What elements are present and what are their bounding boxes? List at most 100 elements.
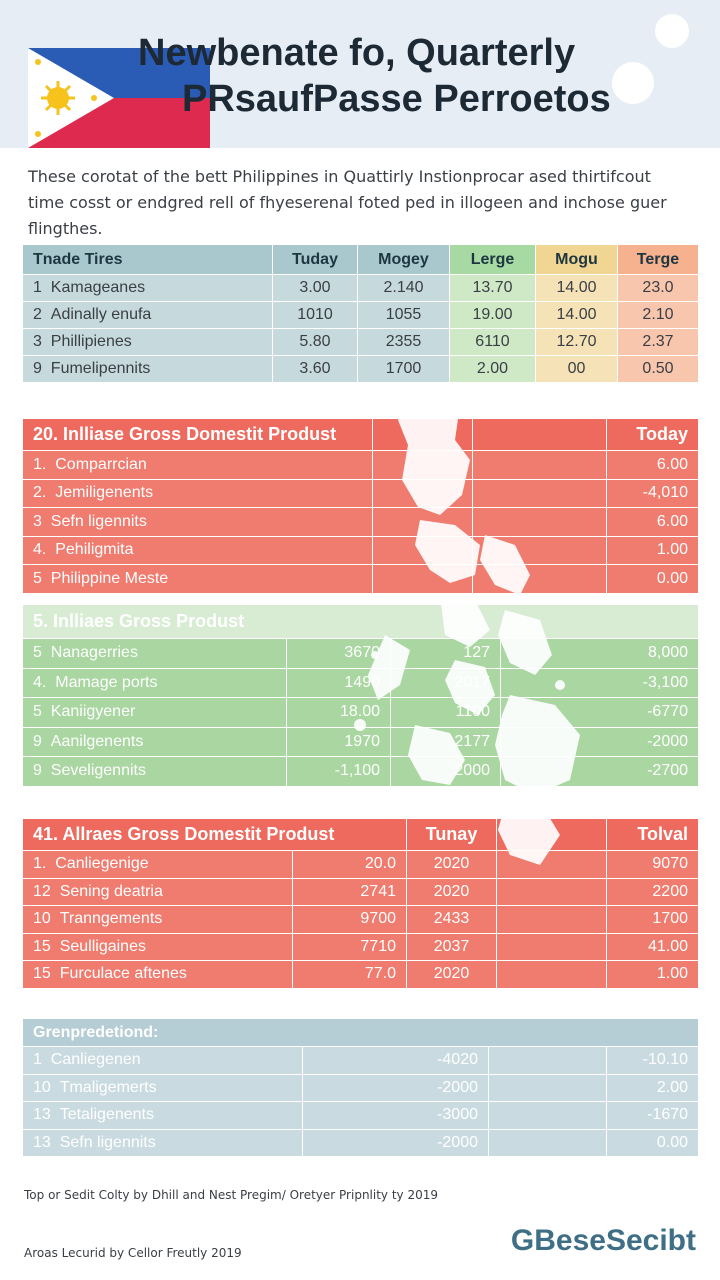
table-row: 2. Jemiligenents -4,010 [22, 478, 699, 508]
table-row: 2 Adinally enufa 1010 1055 19.00 14.00 2… [22, 301, 699, 329]
cell: 1.00 [606, 535, 699, 565]
row-number: 13 [33, 1133, 51, 1151]
cell: 2355 [357, 328, 450, 356]
row-name: Kamageanes [50, 279, 146, 296]
cell: 0.00 [605, 1128, 700, 1157]
row-label: 15 Seulligaines [22, 932, 293, 961]
table-row: 9 Aanilgenents 1970 2177 -2000 [22, 726, 700, 757]
row-number: 15 [33, 937, 51, 955]
row-number: 1 [33, 1051, 42, 1069]
row-number: 4. [33, 673, 47, 691]
cell: 23.0 [617, 274, 699, 302]
row-name: Phillipienes [50, 333, 132, 350]
cell: 2017 [390, 667, 501, 698]
page-title: Newbenate fo, Quarterly PRsaufPasse Perr… [130, 30, 710, 122]
cloud-decoration [655, 14, 689, 48]
cell: 0.50 [617, 355, 699, 383]
row-label: 5 Nanagerries [22, 638, 287, 669]
row-label: 9 Seveligennits [22, 756, 287, 787]
row-name: Tranngements [59, 910, 163, 928]
column-header: Tunay [406, 818, 497, 851]
table-row: 15 Furculace aftenes 77.0 2020 1.00 [22, 960, 699, 989]
table-row: 10 Tranngements 9700 2433 1700 [22, 905, 699, 934]
table-row: 15 Seulligaines 7710 2037 41.00 [22, 932, 699, 961]
cell: 2020 [406, 850, 497, 879]
cell: 2000 [390, 756, 501, 787]
cell: 14.00 [535, 274, 618, 302]
table-row: 1 Canliegenen -4020 -10.10 [22, 1046, 700, 1075]
gross-product-table: 5. Inlliaes Gross Produst 5 Nanagerries … [21, 604, 700, 787]
header-banner: Newbenate fo, Quarterly PRsaufPasse Perr… [0, 0, 720, 148]
row-name: Comparrcian [55, 455, 147, 473]
cell: 41.00 [606, 932, 699, 961]
table-header-row: 5. Inlliaes Gross Produst [21, 604, 700, 639]
cell: -10.10 [605, 1046, 700, 1075]
row-name: Fumelipennits [50, 360, 151, 377]
row-name: Aanilgenents [50, 732, 144, 750]
source-note: Top or Sedit Colty by Dhill and Nest Pre… [24, 1188, 438, 1202]
cell: 14.00 [535, 301, 618, 329]
table-title: 41. Allraes Gross Domestit Produst [22, 818, 407, 851]
row-name: Sefn ligennits [59, 1133, 156, 1151]
row-name: Pehiligmita [55, 541, 134, 559]
row-label: 2. Jemiligenents [22, 478, 373, 508]
cell: 7710 [292, 932, 407, 961]
cell: -2700 [499, 756, 700, 787]
table-header-row: Tnade Tires Tuday Mogey Lerge Mogu Terge [22, 244, 699, 275]
cell: 127 [390, 638, 501, 669]
row-name: Philippine Meste [50, 569, 169, 587]
row-name: Canliegenige [55, 855, 149, 873]
row-number: 13 [33, 1106, 51, 1124]
row-number: 9 [33, 762, 42, 780]
cell: -3000 [302, 1101, 489, 1130]
cell: 8,000 [499, 638, 700, 669]
credit-note: Aroas Lecurid by Cellor Freutly 2019 [24, 1246, 242, 1260]
cell: -4,010 [606, 478, 699, 508]
row-number: 2. [33, 484, 47, 502]
column-header: Mogu [535, 244, 618, 275]
row-number: 1. [33, 855, 47, 873]
row-label: 10 Tranngements [22, 905, 293, 934]
table-title: Grenpredetiond: [21, 1018, 700, 1047]
table-row: 12 Sening deatria 2741 2020 2200 [22, 877, 699, 906]
cell: 2741 [292, 877, 407, 906]
row-label: 10 Tmaligemerts [22, 1073, 303, 1102]
row-number: 12 [33, 882, 51, 900]
row-name: Nanagerries [50, 644, 138, 662]
row-label: 5 Philippine Meste [22, 564, 373, 594]
row-name: Seveligennits [50, 762, 146, 780]
row-number: 2 [33, 306, 42, 323]
cell: 2037 [406, 932, 497, 961]
row-label: 1. Canliegenige [22, 850, 293, 879]
table-row: 13 Sefn ligennits -2000 0.00 [22, 1128, 700, 1157]
domestic-product-table: 41. Allraes Gross Domestit Produst Tunay… [22, 818, 699, 989]
cell: 6110 [449, 328, 536, 356]
cell: 12.70 [535, 328, 618, 356]
row-label: 9 Fumelipennits [22, 355, 273, 383]
row-label: 9 Aanilgenents [22, 726, 287, 757]
row-number: 10 [33, 910, 51, 928]
table-header-row: 41. Allraes Gross Domestit Produst Tunay… [22, 818, 699, 851]
table-title: 20. Inlliase Gross Domestit Produst [22, 418, 373, 451]
cell: 77.0 [292, 960, 407, 989]
row-number: 10 [33, 1078, 51, 1096]
cell: 1055 [357, 301, 450, 329]
row-label: 12 Sening deatria [22, 877, 293, 906]
cell: 9070 [606, 850, 699, 879]
row-name: Jemiligenents [55, 484, 154, 502]
row-label: 1. Comparrcian [22, 450, 373, 480]
philippine-flag-icon [28, 48, 210, 148]
table-row: 13 Tetaligenents -3000 -1670 [22, 1101, 700, 1130]
cell: 2.140 [357, 274, 450, 302]
cell: 18.00 [286, 697, 391, 728]
table-row: 1 Kamageanes 3.00 2.140 13.70 14.00 23.0 [22, 274, 699, 302]
cell: 2.10 [617, 301, 699, 329]
table-header-row: 20. Inlliase Gross Domestit Produst Toda… [22, 418, 699, 451]
table-row: 5 Philippine Meste 0.00 [22, 564, 699, 594]
cell: 0.00 [606, 564, 699, 594]
table-row: 4. Pehiligmita 1.00 [22, 535, 699, 565]
cell: 2200 [606, 877, 699, 906]
cell: 1700 [357, 355, 450, 383]
row-label: 4. Pehiligmita [22, 535, 373, 565]
cell: 2177 [390, 726, 501, 757]
